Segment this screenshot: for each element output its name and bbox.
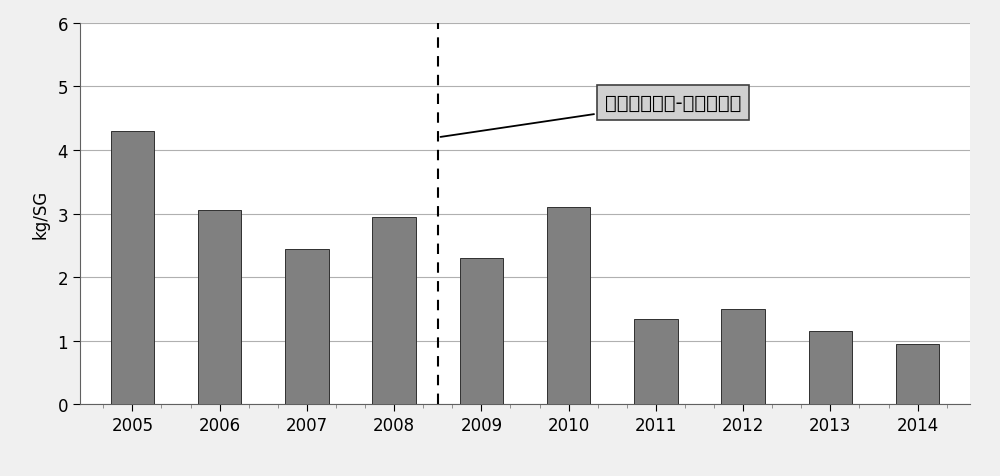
- Y-axis label: kg/SG: kg/SG: [31, 189, 49, 239]
- Bar: [372, 218, 416, 405]
- Bar: [198, 211, 241, 405]
- Bar: [634, 319, 678, 405]
- Bar: [460, 258, 503, 405]
- Text: 开始采用吗啊-氨协同控制: 开始采用吗啊-氨协同控制: [440, 94, 742, 138]
- Bar: [721, 309, 765, 405]
- Bar: [111, 132, 154, 405]
- Bar: [896, 344, 939, 405]
- Bar: [285, 249, 329, 405]
- Bar: [547, 208, 590, 405]
- Bar: [809, 332, 852, 405]
